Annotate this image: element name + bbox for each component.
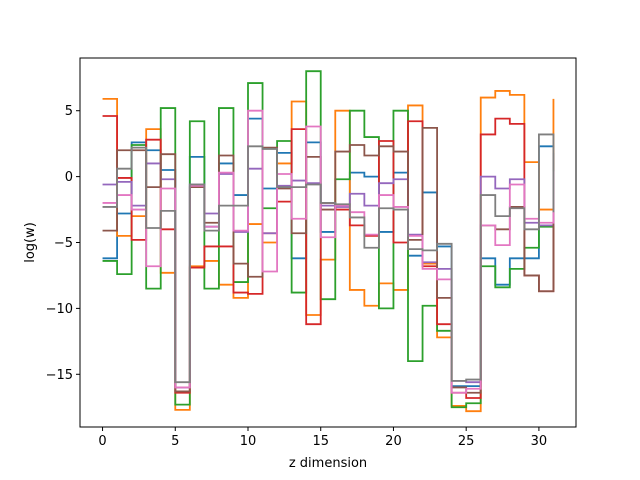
tick-layer: 0 5 10 15 20 25 30 5 0 −5 −10 −15 bbox=[46, 104, 548, 449]
x-tick-label: 5 bbox=[171, 434, 179, 449]
series-line-8 bbox=[102, 133, 555, 384]
x-axis-label: z dimension bbox=[289, 456, 367, 471]
x-tick-label: 0 bbox=[98, 434, 106, 449]
x-tick-label: 25 bbox=[458, 434, 475, 449]
y-axis-label: log(w) bbox=[23, 222, 38, 263]
x-tick-label: 10 bbox=[240, 434, 257, 449]
x-tick-label: 30 bbox=[531, 434, 548, 449]
series-layer bbox=[102, 70, 555, 413]
y-tick-label: −10 bbox=[46, 302, 73, 317]
x-tick-label: 20 bbox=[385, 434, 402, 449]
y-tick-label: −5 bbox=[54, 236, 73, 251]
y-tick-label: −15 bbox=[46, 368, 73, 383]
y-tick-label: 0 bbox=[65, 170, 73, 185]
y-tick-label: 5 bbox=[65, 104, 73, 119]
x-tick-label: 15 bbox=[312, 434, 329, 449]
